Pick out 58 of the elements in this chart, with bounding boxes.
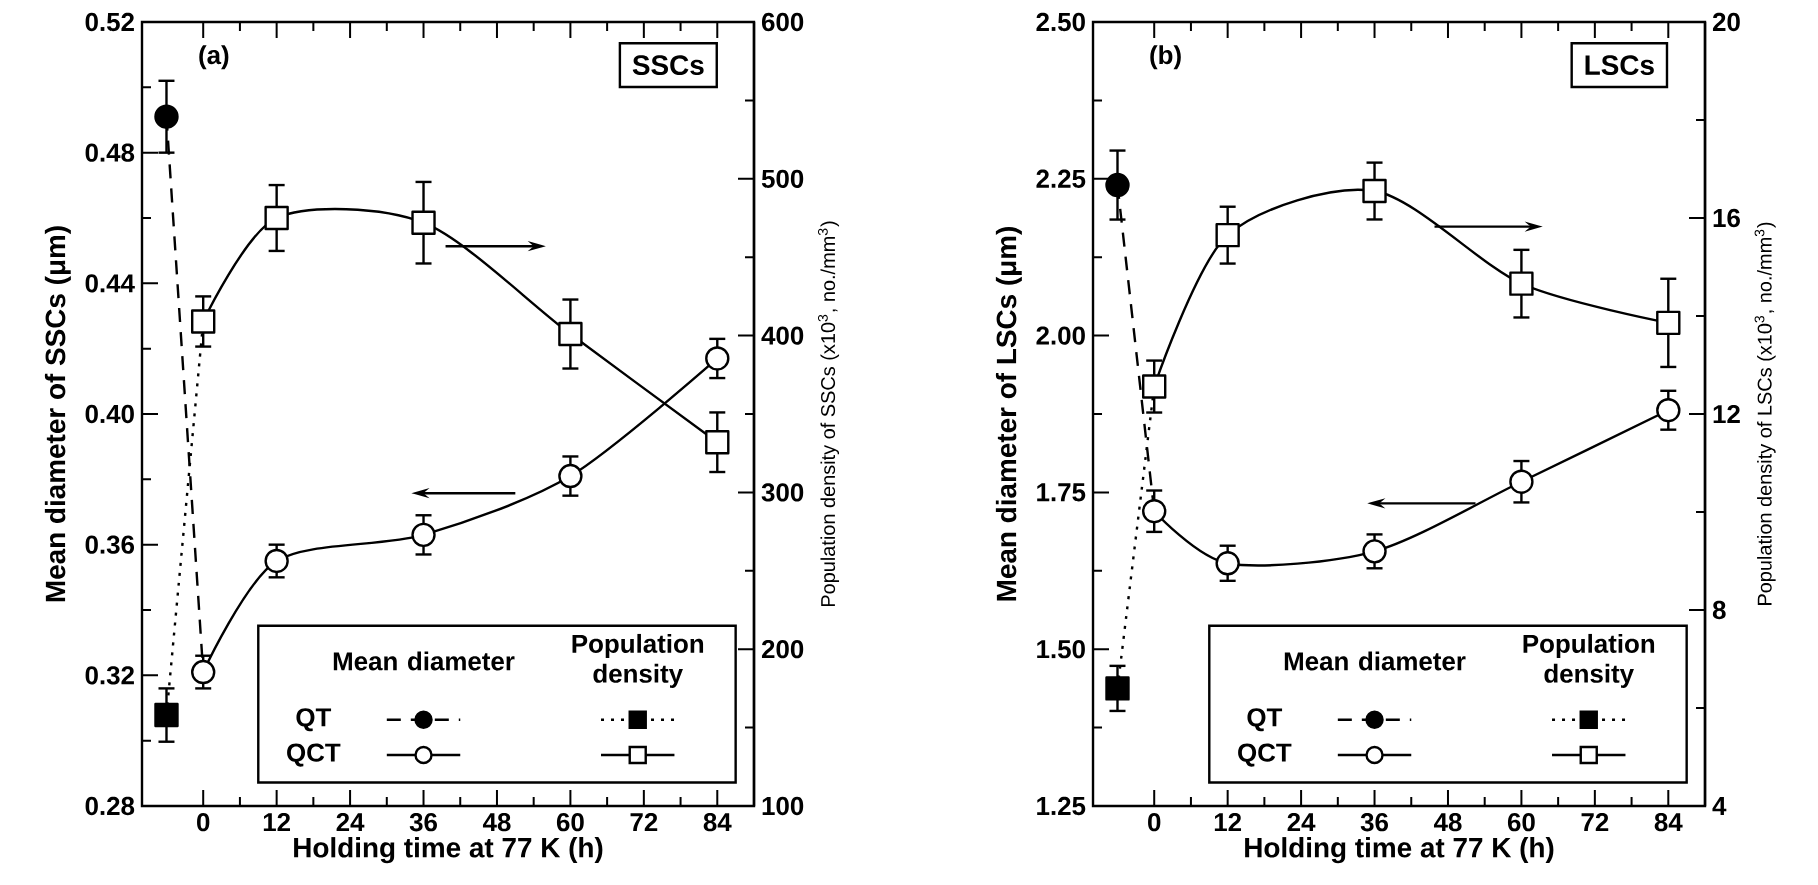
annotation: LSCs (1585, 55, 1654, 75)
annotation: Mean diameter (333, 651, 515, 671)
x-axis-title: Holding time at 77 K (h) (294, 837, 603, 864)
x-tick-label: 12 (1214, 813, 1242, 832)
y-axis-title: Mean diameter of SSCs (μm) (44, 226, 71, 602)
y-axis-title: Mean diameter of LSCs (μm) (995, 227, 1022, 601)
x-tick-label: 36 (409, 813, 437, 832)
y2-tick-label: 12 (1713, 404, 1740, 424)
annotation: Mean diameter (1284, 651, 1466, 671)
x-tick-label: 60 (1507, 813, 1535, 832)
annotation: SSCs (632, 55, 704, 75)
x-tick-label: 24 (1287, 813, 1316, 832)
y-tick-label: 2.00 (1036, 326, 1085, 345)
y2-axis-title: Population density of SSCs (x10$^{3}$, no./mm$^{3}$) (817, 221, 840, 607)
y2-tick-label: 600 (761, 12, 804, 32)
y-tick-label: 1.50 (1037, 640, 1085, 659)
y2-tick-label: 400 (761, 326, 804, 345)
x-tick-label: 48 (482, 813, 511, 832)
y-tick-label: 0.36 (85, 535, 135, 554)
y-tick-label: 0.28 (85, 796, 135, 816)
y-tick-label: 1.75 (1037, 483, 1086, 502)
y2-tick-label: 20 (1712, 12, 1740, 32)
x-tick-label: 48 (1433, 813, 1462, 832)
x-axis-title: Holding time at 77 K (h) (1245, 837, 1554, 864)
y-tick-label: 0.52 (85, 12, 134, 32)
x-tick-label: 24 (336, 813, 365, 832)
x-tick-label: 12 (263, 813, 291, 832)
y-tick-label: 0.40 (85, 404, 134, 424)
x-tick-label: 0 (1148, 813, 1161, 832)
y2-tick-label: 100 (762, 796, 804, 816)
legend-label: QT (1247, 708, 1283, 732)
annotation: (a) (199, 45, 229, 70)
legend-label: QCT (1238, 743, 1292, 767)
y-tick-label: 0.48 (85, 143, 135, 162)
x-tick-label: 36 (1360, 813, 1388, 832)
y2-tick-label: 500 (761, 169, 804, 188)
y2-tick-label: 8 (1712, 600, 1726, 620)
y2-tick-label: 4 (1712, 797, 1727, 815)
x-tick-label: 72 (630, 813, 658, 832)
y-tick-label: 2.50 (1036, 12, 1085, 32)
x-tick-label: 84 (703, 813, 732, 832)
legend-label: QCT (287, 743, 341, 767)
x-tick-label: 72 (1581, 813, 1609, 832)
annotation: Population density (572, 633, 704, 688)
y2-tick-label: 200 (761, 640, 804, 659)
y-tick-label: 2.25 (1036, 169, 1086, 188)
x-tick-label: 0 (197, 813, 210, 832)
annotation: Population density (1523, 633, 1655, 688)
y2-tick-label: 16 (1713, 208, 1740, 228)
y2-axis-title: Population density of LSCs (x10$^{3}$, no./mm$^{3}$) (1754, 222, 1776, 605)
y-tick-label: 1.25 (1037, 796, 1086, 816)
y2-tick-label: 300 (761, 483, 804, 502)
x-tick-label: 60 (556, 813, 584, 832)
x-tick-label: 84 (1654, 813, 1683, 832)
y-tick-label: 0.44 (85, 274, 135, 293)
annotation: (b) (1150, 45, 1181, 70)
legend-label: QT (296, 708, 332, 732)
y-tick-label: 0.32 (85, 666, 134, 685)
